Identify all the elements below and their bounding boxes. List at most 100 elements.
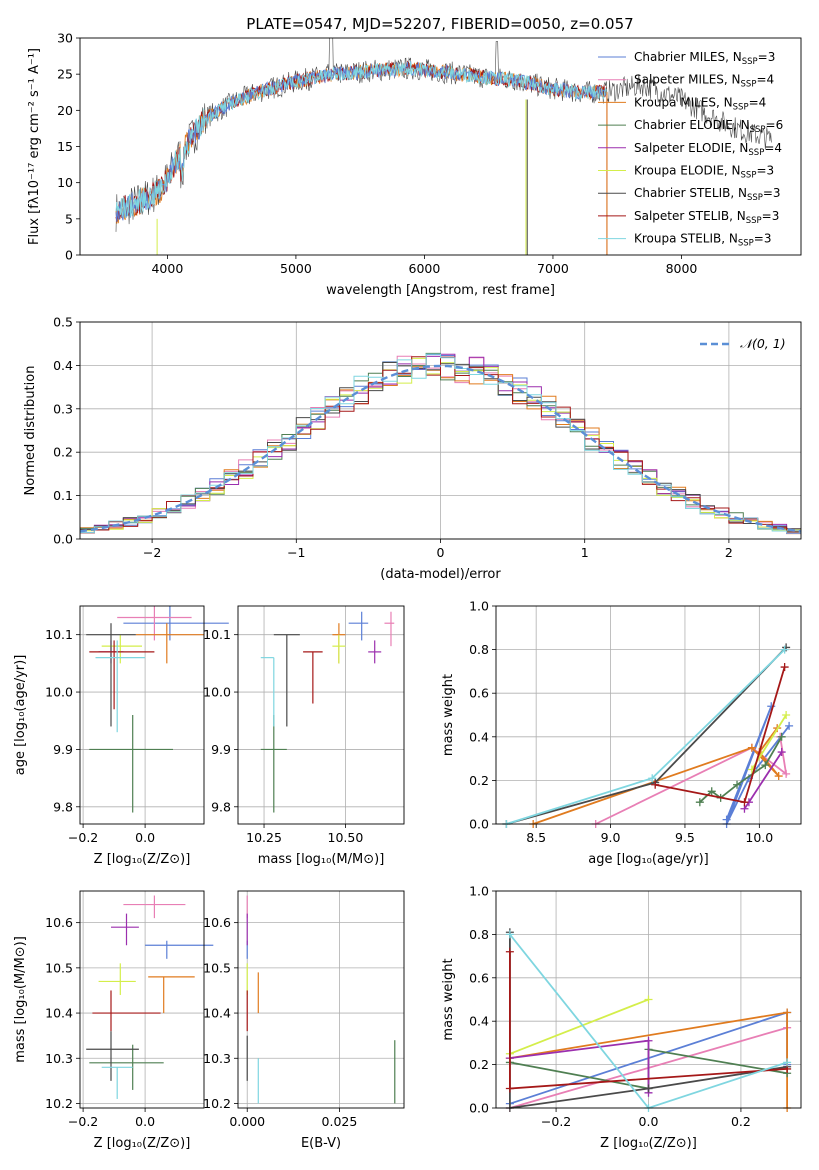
legend-label-suffix: =4	[749, 95, 767, 109]
weight_vs_Z-panel: −0.2 0.0 0.2 0.0 0.2 0.4 0.6 0.8 1.0 Z [log₁₀(Z/Z…	[441, 884, 802, 1151]
y-tick-label: 0.5	[53, 315, 73, 330]
weight-marker	[740, 798, 749, 807]
x-tick-label: 0.000	[229, 1114, 265, 1129]
y-tick-label: 10.6	[45, 915, 73, 930]
legend-label-name: Salpeter MILES, N	[634, 73, 741, 87]
x-tick-label: 10.0	[745, 830, 773, 845]
legend-label: Salpeter MILES, NSSP=4	[634, 73, 774, 90]
y-tick-label: 0.2	[469, 1057, 489, 1072]
weight-marker	[648, 774, 657, 783]
weight-marker	[651, 780, 660, 789]
y-tick-label: 10.3	[203, 1051, 231, 1066]
x-axis-label: E(B-V)	[301, 1136, 341, 1151]
legend-label: Chabrier STELIB, NSSP=3	[634, 186, 781, 203]
x-tick-label: −0.2	[68, 830, 98, 845]
weight-marker	[505, 947, 514, 956]
x-tick-label: 7000	[537, 261, 569, 276]
x-tick-label: 9.5	[675, 830, 695, 845]
x-tick-label: 6000	[409, 261, 441, 276]
weight-marker	[505, 1084, 514, 1093]
legend-label: 𝒩(0, 1)	[740, 336, 786, 351]
x-tick-label: 2	[725, 545, 733, 560]
legend-label: Salpeter ELODIE, NSSP=4	[634, 141, 782, 158]
weight-marker	[707, 787, 716, 796]
y-tick-label: 10.1	[45, 627, 73, 642]
x-axis-label: (data-model)/error	[380, 567, 501, 582]
weight-line	[532, 727, 780, 825]
legend-label-name: Salpeter STELIB, N	[634, 209, 746, 223]
y-tick-label: 0.2	[469, 773, 489, 788]
y-tick-label: 10.2	[203, 1096, 231, 1111]
legend-label-sub: SSP	[741, 171, 757, 181]
legend-label-name: Chabrier STELIB, N	[634, 186, 747, 200]
y-tick-label: 10.0	[45, 685, 73, 700]
legend-label-suffix: =3	[762, 209, 780, 223]
y-tick-label: 10.3	[45, 1051, 73, 1066]
spectrum-panel: 4000 5000 6000 7000 8000 0 5 10 15 20 25 30 waveleng…	[27, 31, 802, 298]
legend-label-sub: SSP	[741, 80, 757, 90]
x-tick-label: 10.50	[328, 830, 364, 845]
age_vs_Z-panel: −0.2 0.0 9.8 9.9 10.0 10.1 Z [log₁₀(Z/Z⊙)] age …	[13, 605, 229, 867]
y-axis-label: mass weight	[441, 674, 456, 756]
weight-marker	[783, 1008, 792, 1017]
y-tick-label: 0.0	[469, 817, 489, 832]
y-tick-label: 10.5	[203, 960, 231, 975]
weight-line	[699, 736, 783, 803]
axes-frame	[79, 890, 205, 1109]
y-tick-label: 10.2	[45, 1096, 73, 1111]
legend-label: Kroupa MILES, NSSP=4	[634, 95, 766, 112]
axes-frame	[495, 605, 802, 825]
legend-label-sub: SSP	[742, 57, 758, 67]
weight-marker	[644, 1084, 653, 1093]
weight-marker	[785, 721, 794, 730]
x-axis-label: wavelength [Angstrom, rest frame]	[326, 283, 555, 298]
x-axis-label: age [log₁₀(age/yr)]	[588, 852, 709, 867]
legend-label-sub: SSP	[733, 102, 749, 112]
x-tick-label: 10.25	[246, 830, 282, 845]
weight-marker	[644, 995, 653, 1004]
weight-line	[595, 736, 788, 825]
y-tick-label: 0.4	[469, 1014, 489, 1029]
axes-frame	[79, 321, 802, 540]
y-tick-label: 20	[57, 103, 73, 118]
legend-label-sub: SSP	[748, 148, 764, 158]
y-axis-label: Normed distribution	[23, 366, 38, 496]
legend-label-suffix: =4	[764, 141, 782, 155]
legend-label-name: Kroupa ELODIE, N	[634, 164, 741, 178]
age_vs_mass-panel: 10.25 10.50 9.8 9.9 10.0 10.1 mass [log₁₀(M/M⊙…	[203, 605, 405, 867]
y-tick-label: 30	[57, 31, 73, 46]
weight_vs_age-panel: 8.5 9.0 9.5 10.0 0.0 0.2 0.4 0.6 0.8 1.0 age [log₁…	[441, 599, 802, 867]
histogram-step	[80, 353, 801, 535]
weight-marker	[644, 1036, 653, 1045]
legend-label-suffix: =3	[763, 186, 781, 200]
legend-label: Chabrier MILES, NSSP=3	[634, 50, 775, 67]
legend-label-suffix: =3	[756, 164, 774, 178]
y-tick-label: 5	[65, 211, 73, 226]
y-axis-label: age [log₁₀(age/yr)]	[13, 655, 28, 776]
legend-label-suffix: =3	[754, 232, 772, 246]
y-axis-label: Flux [fλ10⁻¹⁷ erg cm⁻² s⁻¹ A⁻¹]	[27, 48, 42, 245]
weight-marker	[777, 732, 786, 741]
y-tick-label: 0.0	[469, 1101, 489, 1116]
y-tick-label: 25	[57, 67, 73, 82]
x-tick-label: 1	[581, 545, 589, 560]
y-tick-label: 10.5	[45, 960, 73, 975]
legend-label-sub: SSP	[738, 239, 754, 249]
y-tick-label: 9.8	[211, 799, 231, 814]
weight-line	[509, 998, 649, 1055]
legend-label-sub: SSP	[747, 193, 763, 203]
y-tick-label: 0.6	[469, 970, 489, 985]
y-tick-label: 0.4	[53, 358, 73, 373]
legend-label-name: Kroupa MILES, N	[634, 95, 733, 109]
weight-line	[655, 666, 786, 804]
x-tick-label: 0.0	[135, 1114, 155, 1129]
weight-marker	[782, 769, 791, 778]
x-axis-label: Z [log₁₀(Z/Z⊙)]	[94, 1136, 191, 1151]
legend-label-suffix: =6	[766, 118, 784, 132]
legend-label: Kroupa STELIB, NSSP=3	[634, 232, 772, 249]
spectrum-line	[115, 61, 607, 219]
legend-label-name: Kroupa STELIB, N	[634, 232, 738, 246]
weight-marker	[733, 780, 742, 789]
y-tick-label: 10.0	[203, 685, 231, 700]
